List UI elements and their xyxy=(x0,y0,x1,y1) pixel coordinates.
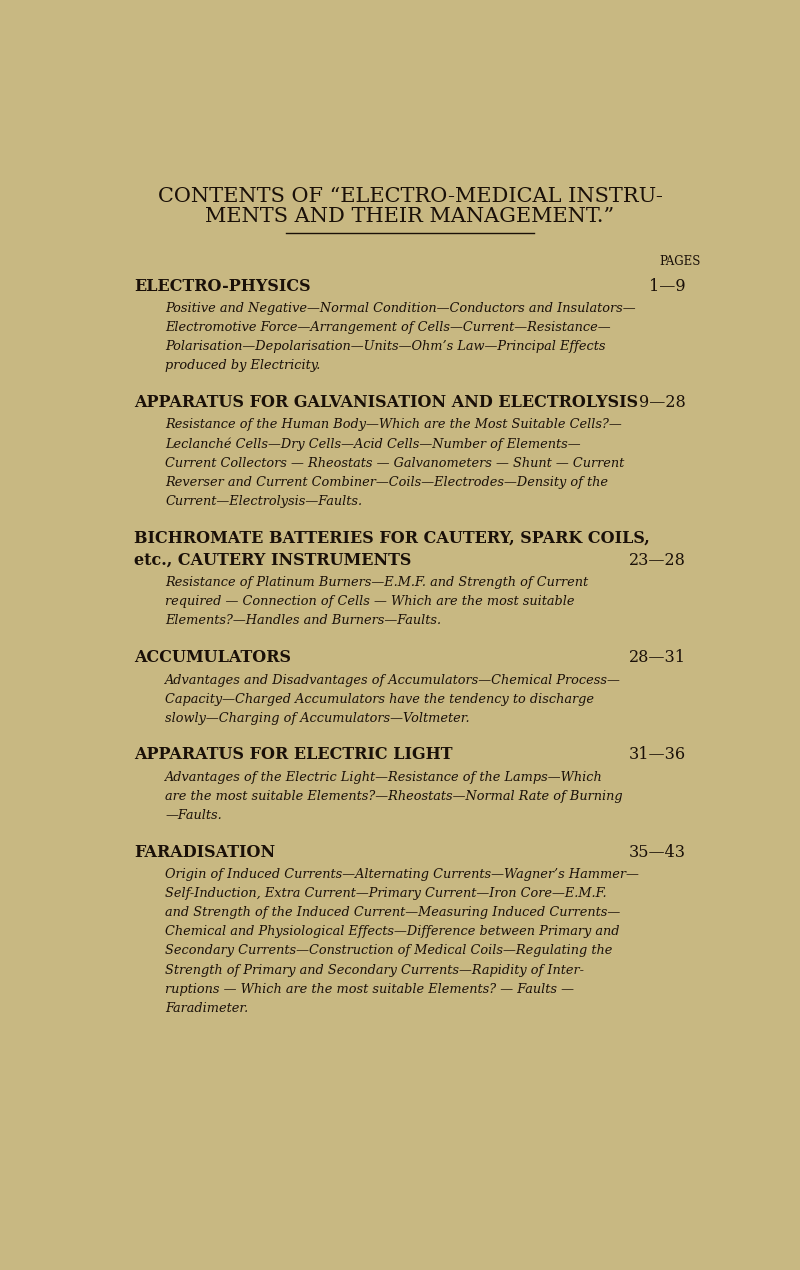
Text: FARADISATION: FARADISATION xyxy=(134,843,275,861)
Text: MENTS AND THEIR MANAGEMENT.”: MENTS AND THEIR MANAGEMENT.” xyxy=(206,207,614,226)
Text: Chemical and Physiological Effects—Difference between Primary and: Chemical and Physiological Effects—Diffe… xyxy=(165,926,620,939)
Text: CONTENTS OF “ELECTRO-MEDICAL INSTRU-: CONTENTS OF “ELECTRO-MEDICAL INSTRU- xyxy=(158,187,662,206)
Text: APPARATUS FOR GALVANISATION AND ELECTROLYSIS: APPARATUS FOR GALVANISATION AND ELECTROL… xyxy=(134,394,638,411)
Text: Electromotive Force—Arrangement of Cells—Current—Resistance—: Electromotive Force—Arrangement of Cells… xyxy=(165,321,610,334)
Text: 23—28: 23—28 xyxy=(629,552,686,569)
Text: required — Connection of Cells — Which are the most suitable: required — Connection of Cells — Which a… xyxy=(165,596,574,608)
Text: Origin of Induced Currents—Alternating Currents—Wagner’s Hammer—: Origin of Induced Currents—Alternating C… xyxy=(165,869,639,881)
Text: slowly—Charging of Accumulators—Voltmeter.: slowly—Charging of Accumulators—Voltmete… xyxy=(165,711,470,725)
Text: Self-Induction, Extra Current—Primary Current—Iron Core—E.M.F.: Self-Induction, Extra Current—Primary Cu… xyxy=(165,888,606,900)
Text: etc., CAUTERY INSTRUMENTS: etc., CAUTERY INSTRUMENTS xyxy=(134,552,411,569)
Text: Current Collectors — Rheostats — Galvanometers — Shunt — Current: Current Collectors — Rheostats — Galvano… xyxy=(165,456,624,470)
Text: produced by Electricity.: produced by Electricity. xyxy=(165,359,321,372)
Text: Resistance of Platinum Burners—E.M.F. and Strength of Current: Resistance of Platinum Burners—E.M.F. an… xyxy=(165,577,588,589)
Text: Advantages and Disadvantages of Accumulators—Chemical Process—: Advantages and Disadvantages of Accumula… xyxy=(165,673,621,687)
Text: Advantages of the Electric Light—Resistance of the Lamps—Which: Advantages of the Electric Light—Resista… xyxy=(165,771,603,784)
Text: Strength of Primary and Secondary Currents—Rapidity of Inter-: Strength of Primary and Secondary Curren… xyxy=(165,964,584,977)
Text: Leclanché Cells—Dry Cells—Acid Cells—Number of Elements—: Leclanché Cells—Dry Cells—Acid Cells—Num… xyxy=(165,437,581,451)
Text: 1—9: 1—9 xyxy=(650,278,686,295)
Text: 31—36: 31—36 xyxy=(629,747,686,763)
Text: BICHROMATE BATTERIES FOR CAUTERY, SPARK COILS,: BICHROMATE BATTERIES FOR CAUTERY, SPARK … xyxy=(134,530,650,546)
Text: Secondary Currents—Construction of Medical Coils—Regulating the: Secondary Currents—Construction of Medic… xyxy=(165,945,613,958)
Text: PAGES: PAGES xyxy=(659,255,700,268)
Text: Reverser and Current Combiner—Coils—Electrodes—Density of the: Reverser and Current Combiner—Coils—Elec… xyxy=(165,475,608,489)
Text: Current—Electrolysis—Faults.: Current—Electrolysis—Faults. xyxy=(165,494,362,508)
Text: are the most suitable Elements?—Rheostats—Normal Rate of Burning: are the most suitable Elements?—Rheostat… xyxy=(165,790,622,803)
Text: Elements?—Handles and Burners—Faults.: Elements?—Handles and Burners—Faults. xyxy=(165,615,442,627)
Text: ruptions — Which are the most suitable Elements? — Faults —: ruptions — Which are the most suitable E… xyxy=(165,983,574,996)
Text: —Faults.: —Faults. xyxy=(165,809,222,822)
Text: Positive and Negative—Normal Condition—Conductors and Insulators—: Positive and Negative—Normal Condition—C… xyxy=(165,302,636,315)
Text: Resistance of the Human Body—Which are the Most Suitable Cells?—: Resistance of the Human Body—Which are t… xyxy=(165,418,622,432)
Text: Polarisation—Depolarisation—Units—Ohm’s Law—Principal Effects: Polarisation—Depolarisation—Units—Ohm’s … xyxy=(165,340,606,353)
Text: 28—31: 28—31 xyxy=(629,649,686,667)
Text: Capacity—Charged Accumulators have the tendency to discharge: Capacity—Charged Accumulators have the t… xyxy=(165,692,594,706)
Text: 9—28: 9—28 xyxy=(639,394,686,411)
Text: APPARATUS FOR ELECTRIC LIGHT: APPARATUS FOR ELECTRIC LIGHT xyxy=(134,747,453,763)
Text: and Strength of the Induced Current—Measuring Induced Currents—: and Strength of the Induced Current—Meas… xyxy=(165,907,620,919)
Text: Faradimeter.: Faradimeter. xyxy=(165,1002,248,1015)
Text: ACCUMULATORS: ACCUMULATORS xyxy=(134,649,291,667)
Text: ELECTRO-PHYSICS: ELECTRO-PHYSICS xyxy=(134,278,310,295)
Text: 35—43: 35—43 xyxy=(629,843,686,861)
